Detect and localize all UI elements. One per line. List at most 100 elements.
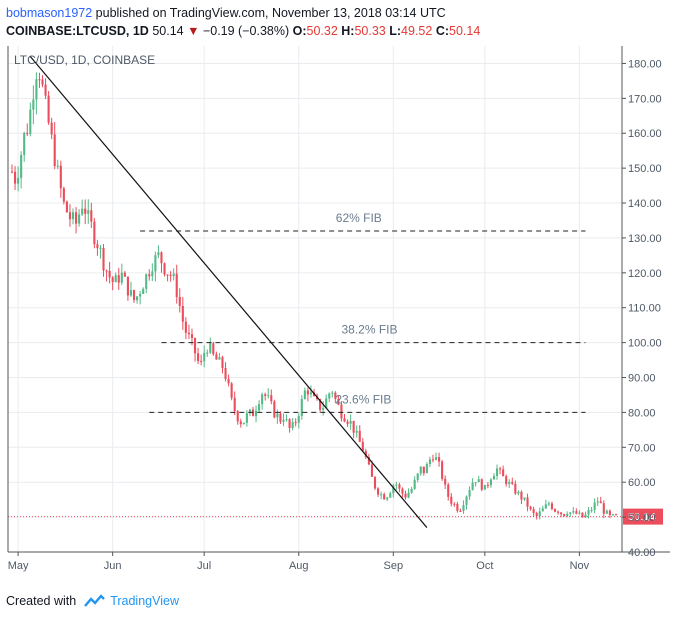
candle-body [508, 482, 511, 485]
chart-axes: 180.00 170.00 160.00 150.00 140.00 130.00 120.… [7, 46, 670, 572]
footer: Created with TradingView [6, 594, 179, 608]
candle-body [502, 469, 505, 477]
candle-body [90, 210, 93, 222]
candle-body [459, 510, 462, 512]
candle-body [267, 395, 270, 397]
candle-body [187, 332, 190, 335]
open-label: O: [292, 24, 307, 38]
candle-body [364, 451, 367, 458]
candle-body [273, 401, 276, 418]
candle-body [169, 275, 172, 277]
candle-body [465, 496, 468, 506]
candle-body [78, 214, 81, 224]
candle-body [422, 466, 425, 474]
x-tick-label: Sep [384, 560, 404, 572]
candle-body [87, 210, 90, 214]
candlestick-chart[interactable]: 50.14 62% FIB 38.2% FIB 23.6% FIB 180.00 170… [0, 40, 675, 585]
candle-body [62, 188, 65, 202]
candle-body [166, 274, 169, 276]
symbol-line: COINBASE:LTCUSD, 1D 50.14 ▼ −0.19 (−0.38… [6, 22, 670, 40]
candle-body [218, 357, 221, 360]
candle-body [123, 272, 126, 277]
candle-body [453, 503, 456, 505]
y-tick-label: 170.00 [628, 93, 662, 105]
candle-body [605, 510, 608, 514]
high-value: 50.33 [354, 24, 386, 38]
tradingview-logo[interactable]: TradingView [82, 594, 179, 608]
candle-body [248, 409, 251, 414]
candle-body [32, 99, 35, 110]
candle-body [383, 494, 386, 500]
y-tick-label: 50.00 [628, 512, 656, 524]
published-text: published on TradingView.com, November 1… [95, 6, 446, 20]
candle-body [444, 478, 447, 485]
candle-body [84, 208, 87, 214]
candle-body [352, 420, 355, 433]
candle-body [489, 479, 492, 486]
candle-body [331, 392, 334, 394]
candle-body [29, 109, 32, 134]
candle-body [209, 343, 212, 353]
candle-body [151, 271, 154, 277]
candle-body [526, 497, 529, 507]
candle-body [68, 212, 72, 220]
candle-body [300, 398, 303, 416]
candle-body [389, 493, 392, 498]
candle-body [108, 270, 111, 278]
y-tick-label: 80.00 [628, 407, 656, 419]
candle-body [395, 484, 398, 486]
candle-body [483, 484, 486, 490]
x-tick-label: Jul [197, 560, 211, 572]
price-change: −0.19 (−0.38%) [202, 24, 290, 38]
candle-body [160, 252, 163, 264]
candle-body [593, 502, 596, 510]
candle-body [50, 122, 53, 135]
candle-body [471, 482, 474, 491]
candle-body [221, 357, 224, 369]
candle-body [499, 468, 502, 470]
candle-body [236, 411, 239, 422]
candle-body [614, 514, 618, 516]
candle-body [584, 514, 587, 518]
candle-body [47, 95, 50, 123]
candle-body [200, 360, 203, 362]
candle-body [105, 270, 108, 272]
candle-body [206, 352, 209, 354]
candle-body [566, 514, 569, 516]
candle-body [215, 354, 218, 360]
candle-body [349, 420, 352, 424]
candle-body [456, 503, 459, 511]
candle-body [541, 508, 544, 512]
candle-body [505, 476, 508, 485]
candle-body [572, 511, 575, 513]
tradingview-cloud-icon [84, 594, 106, 607]
candle-body [297, 415, 300, 423]
candle-body [441, 461, 444, 479]
candle-body [480, 479, 483, 490]
y-tick-label: 110.00 [628, 303, 661, 315]
author-link[interactable]: bobmason1972 [6, 6, 93, 20]
last-price: 50.14 [152, 24, 184, 38]
candle-body [468, 490, 471, 497]
candle-body [419, 466, 422, 474]
candle-body [154, 255, 157, 272]
y-tick-label: 130.00 [628, 233, 662, 245]
y-tick-label: 100.00 [628, 338, 662, 350]
x-tick-label: Oct [476, 560, 493, 572]
candle-body [309, 392, 313, 395]
candle-body [148, 274, 151, 277]
chart-title: LTC/USD, 1D, COINBASE [14, 53, 155, 67]
candle-body [547, 503, 550, 505]
y-tick-label: 140.00 [628, 198, 662, 210]
candle-body [514, 483, 517, 494]
close-label: C: [435, 24, 450, 38]
candle-body [254, 410, 258, 417]
candle-body [334, 392, 337, 399]
candle-body [517, 491, 520, 494]
candle-body [590, 509, 593, 511]
candle-body [157, 252, 160, 256]
candle-body [10, 171, 14, 173]
candle-body [239, 421, 242, 425]
candle-body [511, 482, 514, 484]
candle-body [398, 484, 401, 489]
